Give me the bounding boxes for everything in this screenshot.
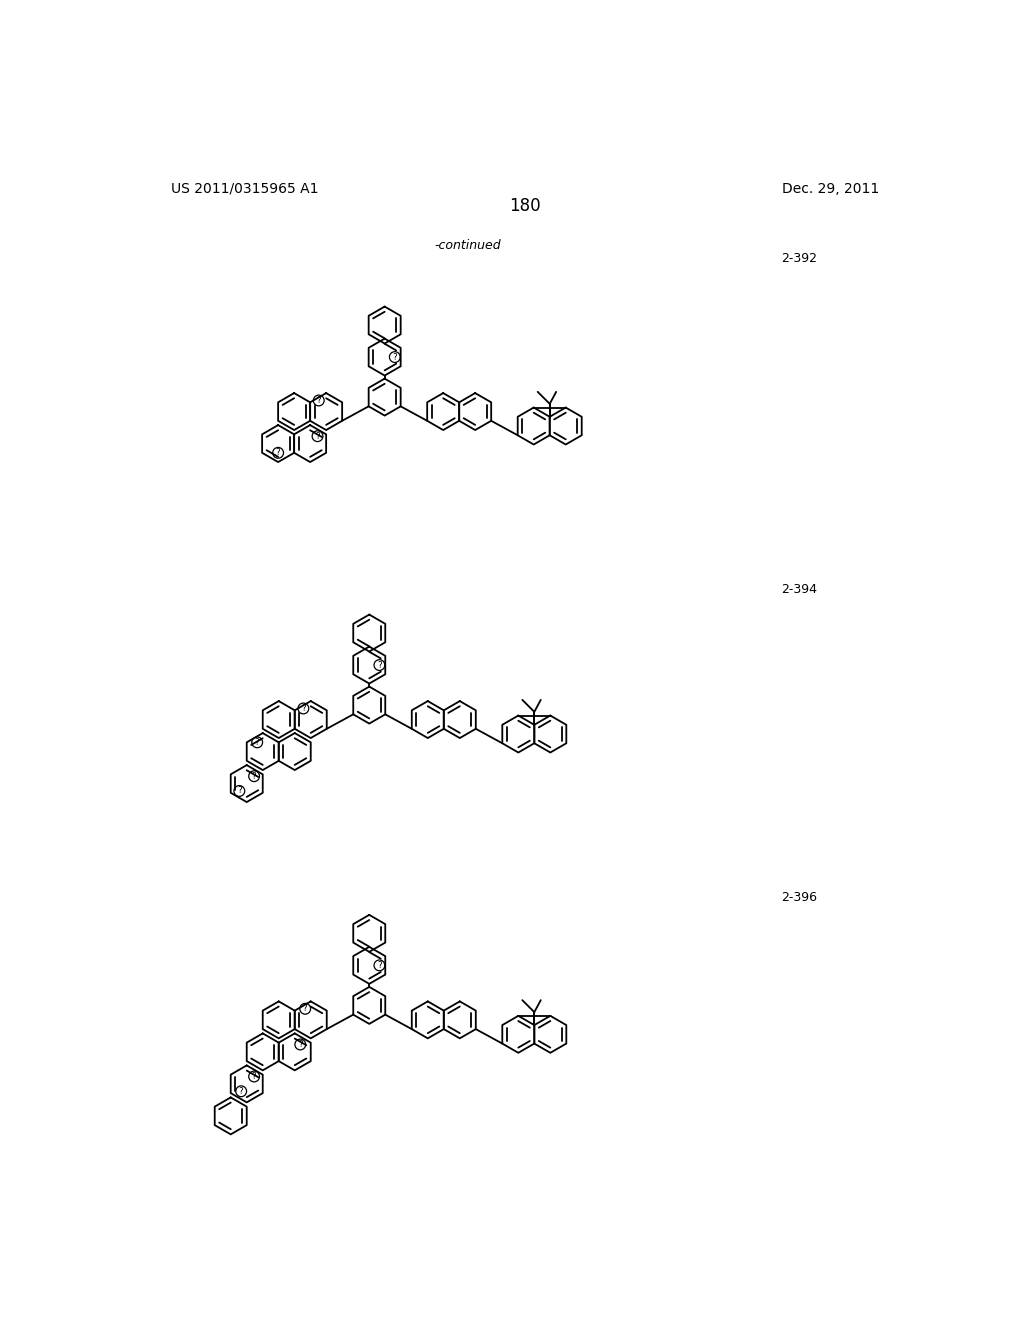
Text: ?: ? — [377, 660, 382, 669]
Text: ?: ? — [303, 1005, 307, 1014]
Text: ?: ? — [298, 1040, 303, 1049]
Text: ?: ? — [252, 772, 256, 780]
Text: 2-394: 2-394 — [781, 583, 817, 597]
Text: -continued: -continued — [435, 239, 502, 252]
Text: ?: ? — [392, 352, 397, 362]
Text: 2-392: 2-392 — [781, 252, 817, 265]
Text: ?: ? — [237, 787, 242, 796]
Text: ?: ? — [239, 1086, 244, 1096]
Text: ?: ? — [315, 432, 319, 441]
Text: 180: 180 — [509, 197, 541, 215]
Text: ?: ? — [255, 738, 259, 747]
Text: ?: ? — [316, 396, 322, 405]
Text: US 2011/0315965 A1: US 2011/0315965 A1 — [171, 182, 318, 195]
Text: ?: ? — [377, 961, 382, 970]
Text: Dec. 29, 2011: Dec. 29, 2011 — [781, 182, 879, 195]
Text: ?: ? — [301, 704, 306, 713]
Text: ?: ? — [252, 1072, 256, 1081]
Text: ?: ? — [275, 449, 281, 457]
Text: 2-396: 2-396 — [781, 891, 817, 904]
